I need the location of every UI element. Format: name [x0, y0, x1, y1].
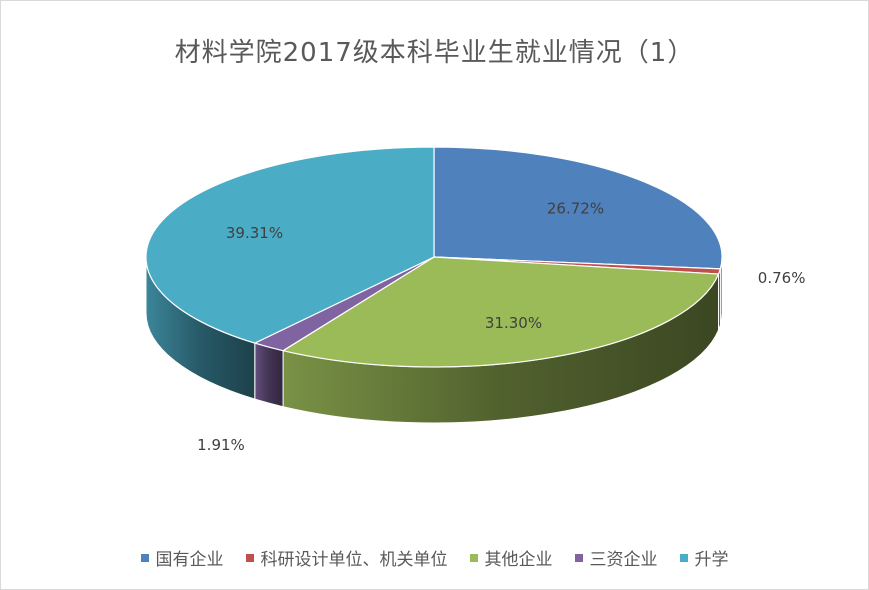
- pie-slice-side-3: [254, 342, 284, 408]
- chart-title: 材料学院2017级本科毕业生就业情况（1）: [174, 38, 695, 68]
- legend-label: 国有企业: [155, 550, 224, 570]
- legend-swatch: [679, 553, 688, 562]
- pie-slice-0[interactable]: [433, 146, 723, 270]
- legend-swatch: [469, 553, 478, 562]
- legend-swatch: [140, 553, 149, 562]
- legend-label: 三资企业: [589, 550, 658, 570]
- data-label-0: 26.72%: [547, 200, 604, 218]
- legend-item: 科研设计单位、机关单位: [245, 545, 448, 570]
- legend-label: 科研设计单位、机关单位: [260, 550, 448, 570]
- legend-item: 国有企业: [140, 545, 224, 570]
- legend-item: 其他企业: [469, 545, 553, 570]
- chart-legend: 国有企业 科研设计单位、机关单位 其他企业 三资企业 升学: [0, 545, 869, 570]
- legend-swatch: [574, 553, 583, 562]
- legend-item: 升学: [679, 545, 729, 570]
- legend-swatch: [245, 553, 254, 562]
- legend-item: 三资企业: [574, 545, 658, 570]
- data-label-4: 39.31%: [226, 224, 283, 242]
- data-label-2: 31.30%: [485, 314, 542, 332]
- legend-label: 其他企业: [484, 550, 553, 570]
- pie-slice-2[interactable]: [281, 256, 720, 368]
- legend-label: 升学: [694, 550, 729, 570]
- pie-slice-4[interactable]: [145, 146, 435, 344]
- data-label-1: 0.76%: [758, 269, 806, 287]
- data-label-3: 1.91%: [197, 436, 245, 454]
